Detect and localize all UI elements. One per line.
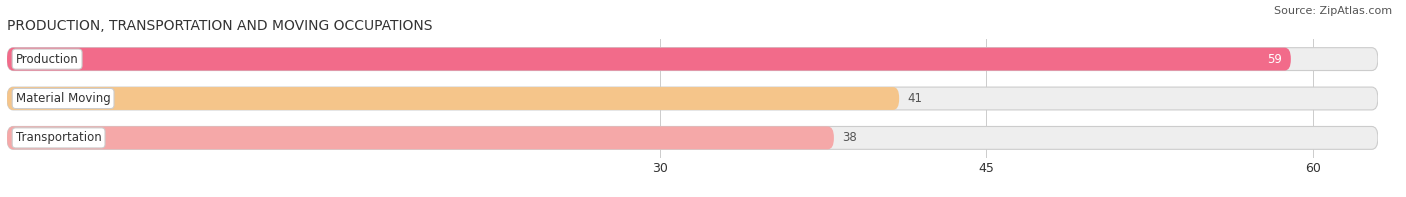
- Text: Transportation: Transportation: [15, 131, 101, 144]
- Text: Material Moving: Material Moving: [15, 92, 111, 105]
- FancyBboxPatch shape: [7, 126, 1378, 149]
- FancyBboxPatch shape: [7, 126, 834, 149]
- Text: 41: 41: [908, 92, 922, 105]
- FancyBboxPatch shape: [7, 48, 1291, 71]
- FancyBboxPatch shape: [7, 87, 900, 110]
- FancyBboxPatch shape: [7, 87, 1378, 110]
- Text: 38: 38: [842, 131, 858, 144]
- Text: Source: ZipAtlas.com: Source: ZipAtlas.com: [1274, 6, 1392, 16]
- Text: 59: 59: [1267, 53, 1282, 66]
- Text: Production: Production: [15, 53, 79, 66]
- FancyBboxPatch shape: [7, 48, 1378, 71]
- Text: PRODUCTION, TRANSPORTATION AND MOVING OCCUPATIONS: PRODUCTION, TRANSPORTATION AND MOVING OC…: [7, 19, 433, 33]
